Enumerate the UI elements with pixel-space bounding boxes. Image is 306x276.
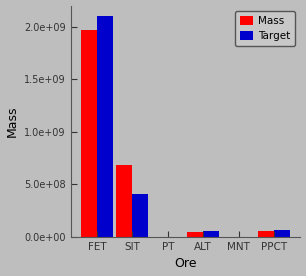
Bar <box>81 30 97 237</box>
Y-axis label: Mass: Mass <box>6 105 19 137</box>
X-axis label: Ore: Ore <box>174 258 197 270</box>
Bar <box>258 231 274 237</box>
Bar <box>187 232 203 237</box>
Bar <box>274 230 290 237</box>
Legend: Mass, Target: Mass, Target <box>235 11 295 46</box>
Bar <box>117 166 132 237</box>
Bar <box>132 194 148 237</box>
Bar <box>97 16 113 237</box>
Bar <box>203 230 219 237</box>
